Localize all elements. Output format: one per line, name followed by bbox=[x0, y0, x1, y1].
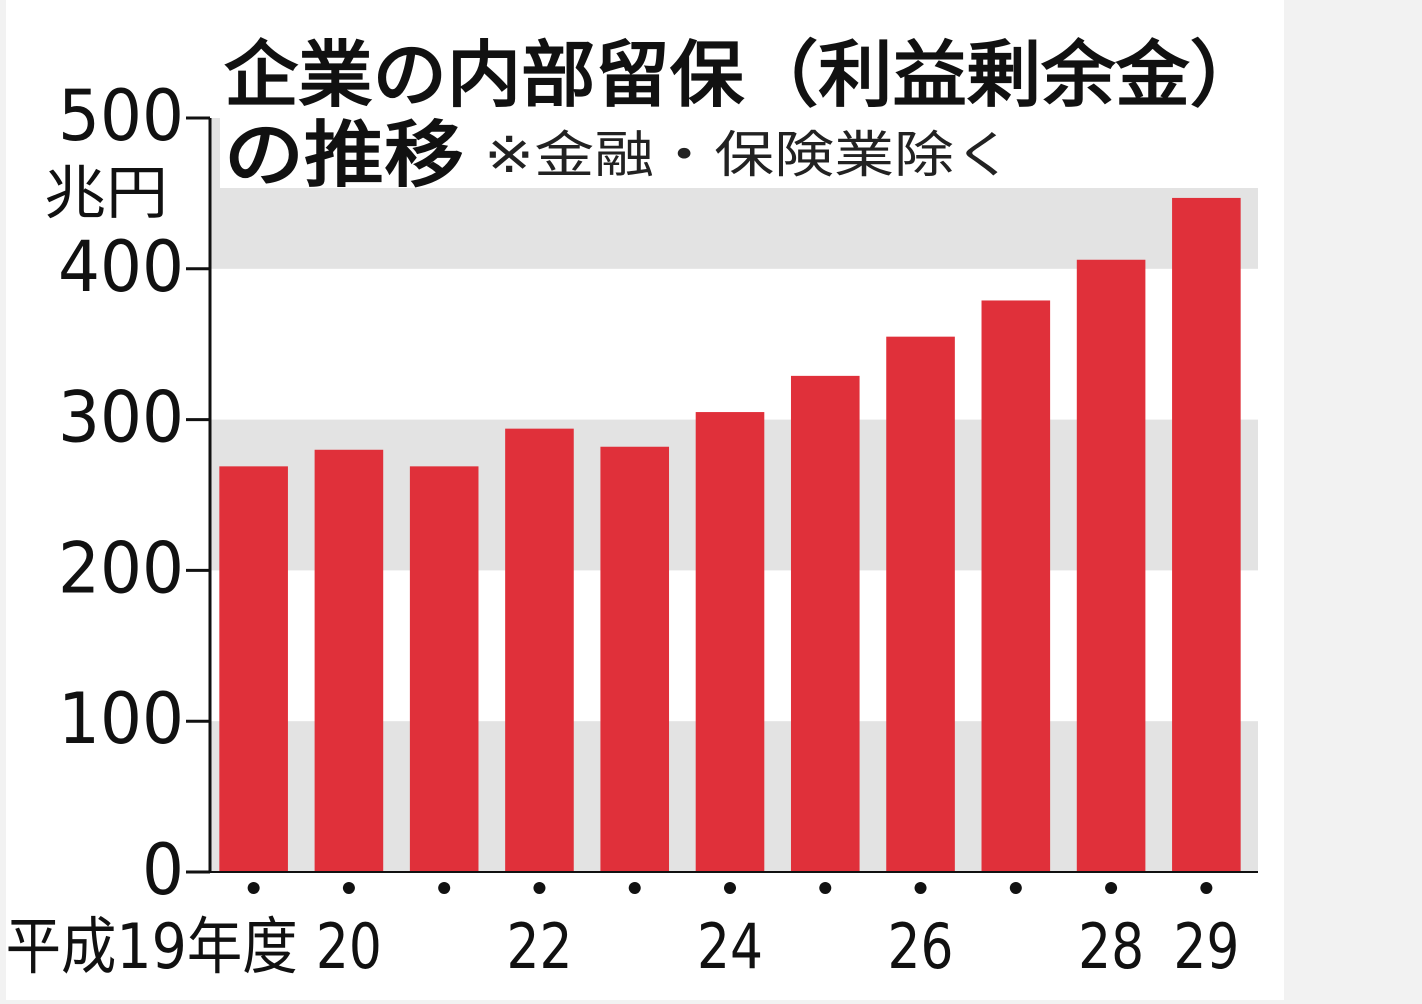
bar bbox=[886, 336, 955, 872]
chart-figure: 0 100 200 300 400 500 平成19年度 20 22 24 26 28 29 兆円 企… bbox=[6, 0, 1284, 1000]
x-tick-dot bbox=[1009, 882, 1022, 894]
bar bbox=[600, 446, 670, 872]
x-tick-dot bbox=[1200, 882, 1213, 894]
chart-subtitle: ※金融・保険業除く bbox=[484, 126, 1014, 184]
bar bbox=[1172, 197, 1241, 872]
x-tick-dot bbox=[533, 882, 546, 894]
x-tick-label: 22 bbox=[506, 910, 572, 983]
y-tick-labels: 0 100 200 300 400 500 bbox=[58, 75, 184, 911]
title-backdrop bbox=[220, 28, 1270, 188]
x-tick-label: 24 bbox=[697, 910, 763, 983]
x-tick-dot bbox=[342, 882, 355, 894]
x-tick-dot bbox=[438, 882, 451, 894]
y-tick-label: 300 bbox=[58, 377, 184, 459]
y-tick-label: 200 bbox=[58, 527, 184, 609]
bars bbox=[219, 197, 1241, 872]
x-tick-label: 平成19年度 bbox=[6, 910, 298, 983]
y-tick-label: 500 bbox=[58, 75, 184, 157]
bar bbox=[695, 412, 765, 872]
y-tick-label: 0 bbox=[142, 829, 184, 911]
bar bbox=[314, 449, 384, 872]
bar-chart: 0 100 200 300 400 500 平成19年度 20 22 24 26 28 29 兆円 企… bbox=[6, 28, 1270, 983]
x-tick-label: 20 bbox=[316, 910, 382, 983]
x-tick-dot bbox=[819, 882, 832, 894]
bar bbox=[505, 428, 574, 872]
x-tick-label: 28 bbox=[1078, 910, 1144, 983]
bar bbox=[1076, 259, 1146, 872]
chart-title-line2: の推移 bbox=[224, 113, 464, 197]
x-tick-dot bbox=[628, 882, 641, 894]
bar bbox=[981, 300, 1051, 872]
x-tick-markers bbox=[247, 882, 1213, 894]
chart-title: 企業の内部留保（利益剰余金） bbox=[224, 33, 1264, 117]
bar bbox=[409, 466, 479, 872]
x-tick-dot bbox=[1105, 882, 1118, 894]
bar bbox=[219, 466, 288, 872]
x-tick-dot bbox=[724, 882, 736, 894]
x-tick-labels: 平成19年度 20 22 24 26 28 29 bbox=[6, 910, 1239, 983]
y-axis bbox=[186, 116, 1258, 874]
bar bbox=[790, 375, 860, 872]
y-unit-label: 兆円 bbox=[44, 159, 168, 227]
x-tick-dot bbox=[247, 882, 260, 894]
y-tick-label: 100 bbox=[58, 678, 184, 760]
y-tick-label: 400 bbox=[58, 226, 184, 308]
x-tick-label: 29 bbox=[1173, 910, 1239, 983]
x-tick-label: 26 bbox=[888, 910, 954, 983]
x-tick-dot bbox=[914, 882, 927, 894]
